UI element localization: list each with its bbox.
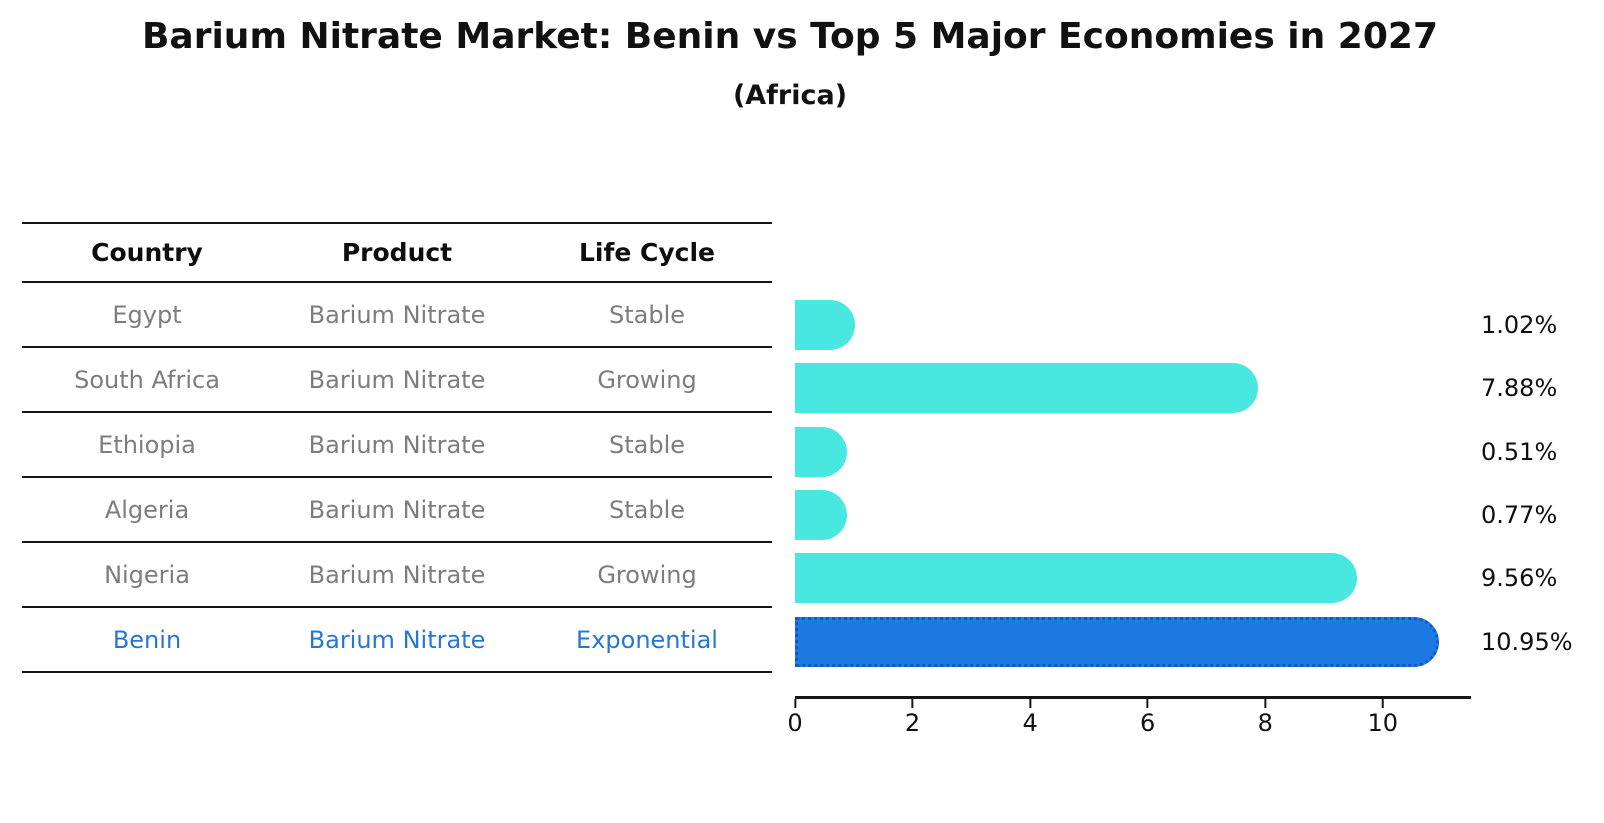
product-cell: Barium Nitrate <box>308 560 486 589</box>
bar-egypt <box>795 300 855 350</box>
tick-label: 0 <box>787 709 803 737</box>
tick-mark <box>1029 699 1032 708</box>
x-tick-2: 2 <box>905 699 920 737</box>
bar-south-africa <box>795 363 1259 413</box>
tick-label: 4 <box>1022 709 1038 737</box>
life-cycle-cell: Stable <box>608 430 686 459</box>
product-cell: Barium Nitrate <box>308 365 486 394</box>
country-cell: Ethiopia <box>98 430 196 459</box>
product-cell: Barium Nitrate <box>308 430 486 459</box>
country-cell: Nigeria <box>104 560 190 589</box>
x-tick-8: 8 <box>1258 699 1273 737</box>
table-row-nigeria: Nigeria Barium Nitrate Growing <box>22 543 772 608</box>
bar-nigeria <box>795 553 1357 603</box>
chart-subtitle: (Africa) <box>732 80 848 111</box>
value-label-egypt: 1.02% <box>1481 311 1558 339</box>
life-cycle-cell: Exponential <box>576 625 718 654</box>
tick-label: 8 <box>1257 709 1273 737</box>
country-cell: Algeria <box>104 495 190 524</box>
table-header-row: Country Product Life Cycle <box>22 222 772 283</box>
table-row-benin: Benin Barium Nitrate Exponential <box>22 608 772 673</box>
value-label-benin: 10.95% <box>1481 628 1573 656</box>
product-cell: Barium Nitrate <box>308 625 486 654</box>
country-cell: Egypt <box>112 300 182 329</box>
country-cell: South Africa <box>74 365 220 394</box>
table-row-south-africa: South Africa Barium Nitrate Growing <box>22 348 772 413</box>
bar-benin <box>795 617 1439 667</box>
x-axis-line <box>795 696 1471 699</box>
table-header-product: Product <box>341 238 453 267</box>
chart-title: Barium Nitrate Market: Benin vs Top 5 Ma… <box>141 16 1439 57</box>
bar-ethiopia <box>795 427 847 477</box>
x-tick-10: 10 <box>1367 699 1399 737</box>
table-row-ethiopia: Ethiopia Barium Nitrate Stable <box>22 413 772 478</box>
product-cell: Barium Nitrate <box>308 495 486 524</box>
country-cell: Benin <box>112 625 182 654</box>
tick-label: 2 <box>904 709 921 737</box>
table-row-algeria: Algeria Barium Nitrate Stable <box>22 478 772 543</box>
tick-mark <box>1146 699 1149 708</box>
country-table: Country Product Life Cycle Egypt Barium … <box>22 222 772 673</box>
life-cycle-cell: Stable <box>608 495 686 524</box>
table-header-life-cycle: Life Cycle <box>578 238 716 267</box>
x-tick-4: 4 <box>1022 699 1038 737</box>
tick-mark <box>794 699 796 708</box>
tick-mark <box>1264 699 1267 708</box>
x-tick-0: 0 <box>787 699 803 737</box>
life-cycle-cell: Growing <box>597 365 697 394</box>
life-cycle-cell: Stable <box>608 300 686 329</box>
tick-label: 6 <box>1140 709 1156 737</box>
table-row-egypt: Egypt Barium Nitrate Stable <box>22 283 772 348</box>
bar-algeria <box>795 490 847 540</box>
value-label-nigeria: 9.56% <box>1481 564 1558 592</box>
product-cell: Barium Nitrate <box>308 300 486 329</box>
x-tick-6: 6 <box>1140 699 1155 737</box>
value-label-ethiopia: 0.51% <box>1481 438 1558 466</box>
tick-mark <box>911 699 914 708</box>
value-label-south-africa: 7.88% <box>1481 374 1558 402</box>
table-header-country: Country <box>91 238 203 267</box>
life-cycle-cell: Growing <box>597 560 697 589</box>
value-label-algeria: 0.77% <box>1481 501 1558 529</box>
tick-label: 10 <box>1367 709 1399 737</box>
tick-mark <box>1381 699 1384 708</box>
